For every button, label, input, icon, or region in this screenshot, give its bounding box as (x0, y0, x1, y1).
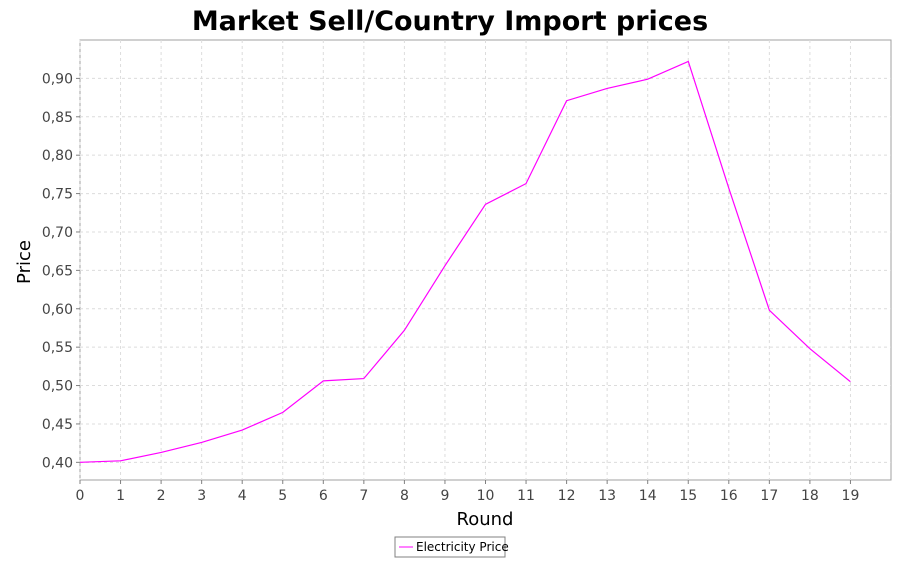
x-tick-label: 12 (558, 488, 576, 504)
data-point (119, 459, 123, 463)
x-tick-label: 1 (116, 488, 125, 504)
x-tick-label: 8 (400, 488, 409, 504)
data-point (524, 182, 528, 186)
x-tick-label: 7 (359, 488, 368, 504)
x-tick-label: 6 (319, 488, 328, 504)
x-tick-label: 9 (440, 488, 449, 504)
y-tick-label: 0,70 (42, 225, 73, 241)
data-point (362, 377, 366, 381)
y-tick-label: 0,60 (42, 302, 73, 318)
data-point (646, 77, 650, 81)
data-point (848, 380, 852, 384)
x-tick-label: 14 (639, 488, 657, 504)
data-point (484, 202, 488, 206)
data-point (78, 460, 82, 464)
x-tick-label: 5 (278, 488, 287, 504)
data-point (200, 440, 204, 444)
legend-label: Electricity Price (416, 540, 509, 554)
x-tick-label: 4 (238, 488, 247, 504)
legend-box (394, 536, 506, 558)
x-tick-label: 18 (801, 488, 819, 504)
y-tick-label: 0,55 (42, 340, 73, 356)
y-tick-label: 0,40 (42, 455, 73, 471)
legend: Electricity Price (394, 536, 509, 558)
y-tick-label: 0,65 (42, 263, 73, 279)
x-tick-label: 3 (197, 488, 206, 504)
x-tick-label: 13 (598, 488, 616, 504)
x-tick-label: 15 (679, 488, 697, 504)
grid (79, 40, 891, 480)
data-point (321, 379, 325, 383)
y-tick-label: 0,50 (42, 379, 73, 395)
x-tick-label: 11 (517, 488, 535, 504)
data-point (443, 264, 447, 268)
y-tick-label: 0,80 (42, 148, 73, 164)
series-layer (78, 60, 852, 464)
data-point (281, 410, 285, 414)
y-tick-label: 0,45 (42, 417, 73, 433)
x-tick-label: 19 (842, 488, 860, 504)
data-point (565, 99, 569, 103)
data-point (605, 86, 609, 90)
y-tick-label: 0,75 (42, 187, 73, 203)
data-point (767, 308, 771, 312)
x-tick-label: 10 (477, 488, 495, 504)
data-point (402, 328, 406, 332)
series-line (79, 60, 851, 463)
y-tick-label: 0,90 (42, 71, 73, 87)
data-point (240, 428, 244, 432)
data-point (159, 450, 163, 454)
y-tick-label: 0,85 (42, 110, 73, 126)
y-axis-label: Price (14, 240, 35, 284)
x-tick-label: 17 (760, 488, 778, 504)
data-point (808, 347, 812, 351)
axes: 0,40 0,45 0,50 0,55 0,60 0,65 0,70 0,75 0,80 0,85… (42, 71, 860, 504)
x-tick-label: 0 (76, 488, 85, 504)
x-tick-label: 2 (157, 488, 166, 504)
data-point (686, 60, 690, 64)
data-point (727, 186, 731, 190)
chart-title: Market Sell/Country Import prices (192, 6, 708, 37)
x-axis-label: Round (457, 509, 514, 530)
x-tick-label: 16 (720, 488, 738, 504)
